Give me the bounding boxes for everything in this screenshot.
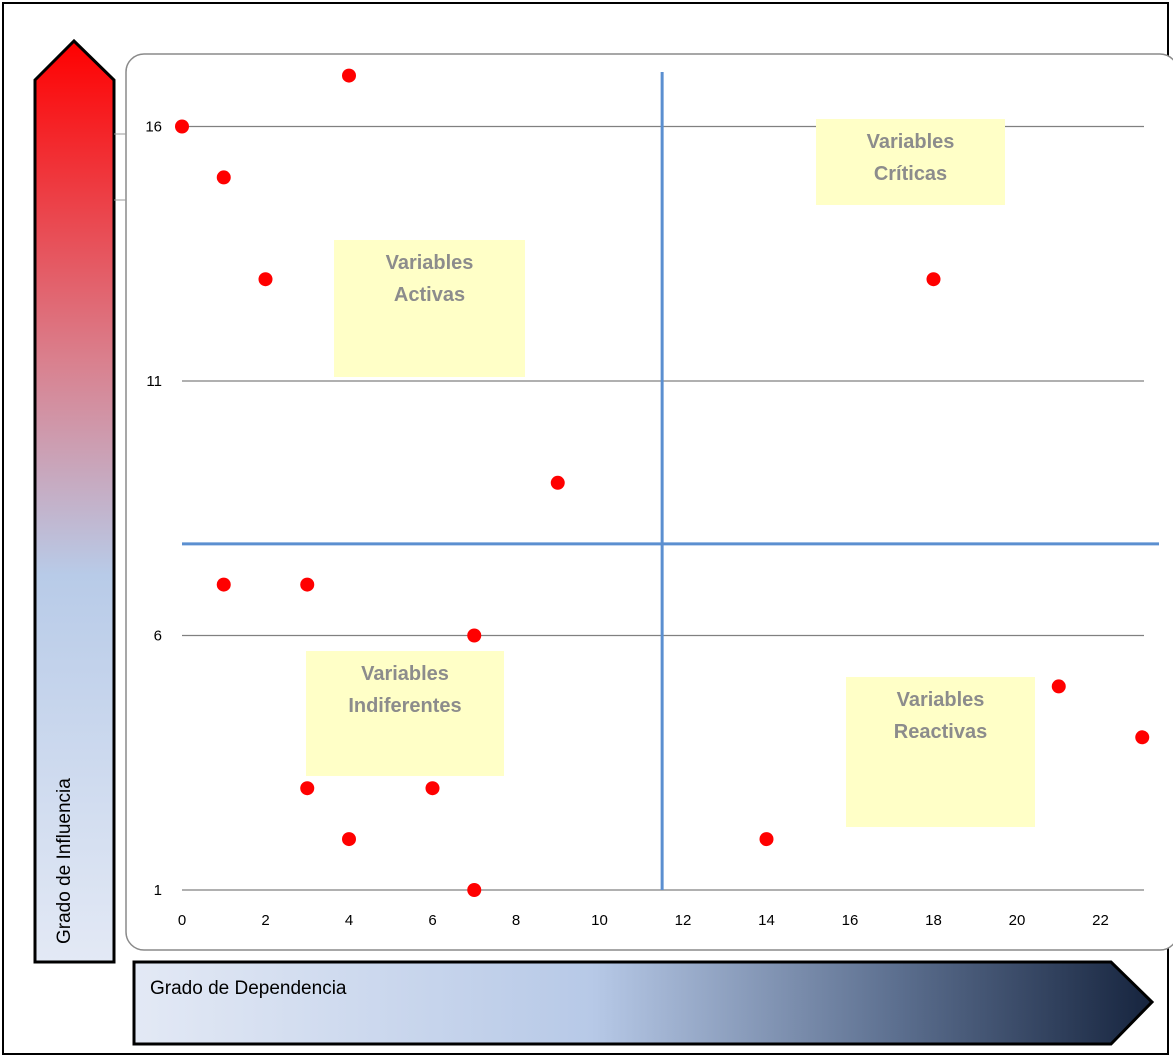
data-point [759, 832, 774, 847]
quadrant-label-text: Activas [394, 284, 465, 306]
data-point [258, 272, 273, 287]
quadrant-lines [182, 72, 1159, 890]
data-point [1135, 730, 1150, 745]
data-point [342, 68, 356, 83]
data-point [175, 119, 189, 134]
quadrant-label-críticas: Variables Críticas [816, 119, 1005, 205]
x-tick-label: 12 [675, 912, 692, 929]
x-tick-label: 6 [428, 912, 436, 929]
sticky-note [306, 651, 504, 776]
x-axis-title: Grado de Dependencia [150, 978, 347, 999]
data-point [342, 832, 356, 847]
data-point [550, 475, 565, 490]
quadrant-label-text: Reactivas [894, 721, 987, 743]
data-point [467, 883, 482, 897]
quadrant-label-text: Variables [897, 689, 985, 711]
quadrant-label-text: Críticas [874, 163, 947, 185]
y-tick-label: 6 [154, 628, 162, 645]
quadrant-label-indiferentes: Variables Indiferentes [306, 651, 504, 776]
y-tick-label: 11 [146, 373, 162, 390]
data-point [467, 628, 482, 643]
x-tick-label: 22 [1092, 912, 1109, 929]
x-tick-label: 2 [261, 912, 269, 929]
x-tick-label: 20 [1009, 912, 1026, 929]
x-tick-label: 16 [842, 912, 859, 929]
x-tick-label: 10 [591, 912, 608, 929]
x-tick-label: 4 [345, 912, 353, 929]
quadrant-label-text: Indiferentes [348, 695, 461, 717]
y-tick-label: 1 [154, 882, 162, 899]
quadrant-labels: VariablesActivasVariablesCríticasVariabl… [306, 119, 1035, 827]
data-point [300, 781, 315, 796]
y-tick-label: 16 [145, 119, 162, 136]
chart: Grado de Influencia Grado de Dependencia… [33, 38, 1173, 1046]
y-axis-title: Grado de Influencia [54, 778, 75, 944]
x-tick-label: 18 [925, 912, 942, 929]
quadrant-label-reactivas: Variables Reactivas [846, 677, 1035, 827]
x-tick-label: 0 [178, 912, 186, 929]
data-point [300, 577, 315, 592]
data-points [175, 68, 1150, 897]
quadrant-label-text: Variables [361, 663, 449, 685]
quadrant-label-activas: Variables Activas [334, 240, 525, 377]
data-point [425, 781, 440, 796]
x-tick-label: 8 [512, 912, 520, 929]
dependence-arrow [132, 960, 1155, 1046]
quadrant-label-text: Variables [867, 131, 955, 153]
data-point [1051, 679, 1066, 694]
data-point [926, 272, 941, 287]
sticky-note [334, 240, 525, 377]
quadrant-label-text: Variables [386, 252, 474, 274]
sticky-note [816, 119, 1005, 205]
influence-arrow [33, 38, 116, 964]
data-point [216, 577, 231, 592]
data-point [216, 170, 231, 185]
x-tick-label: 14 [758, 912, 775, 929]
sticky-note [846, 677, 1035, 827]
